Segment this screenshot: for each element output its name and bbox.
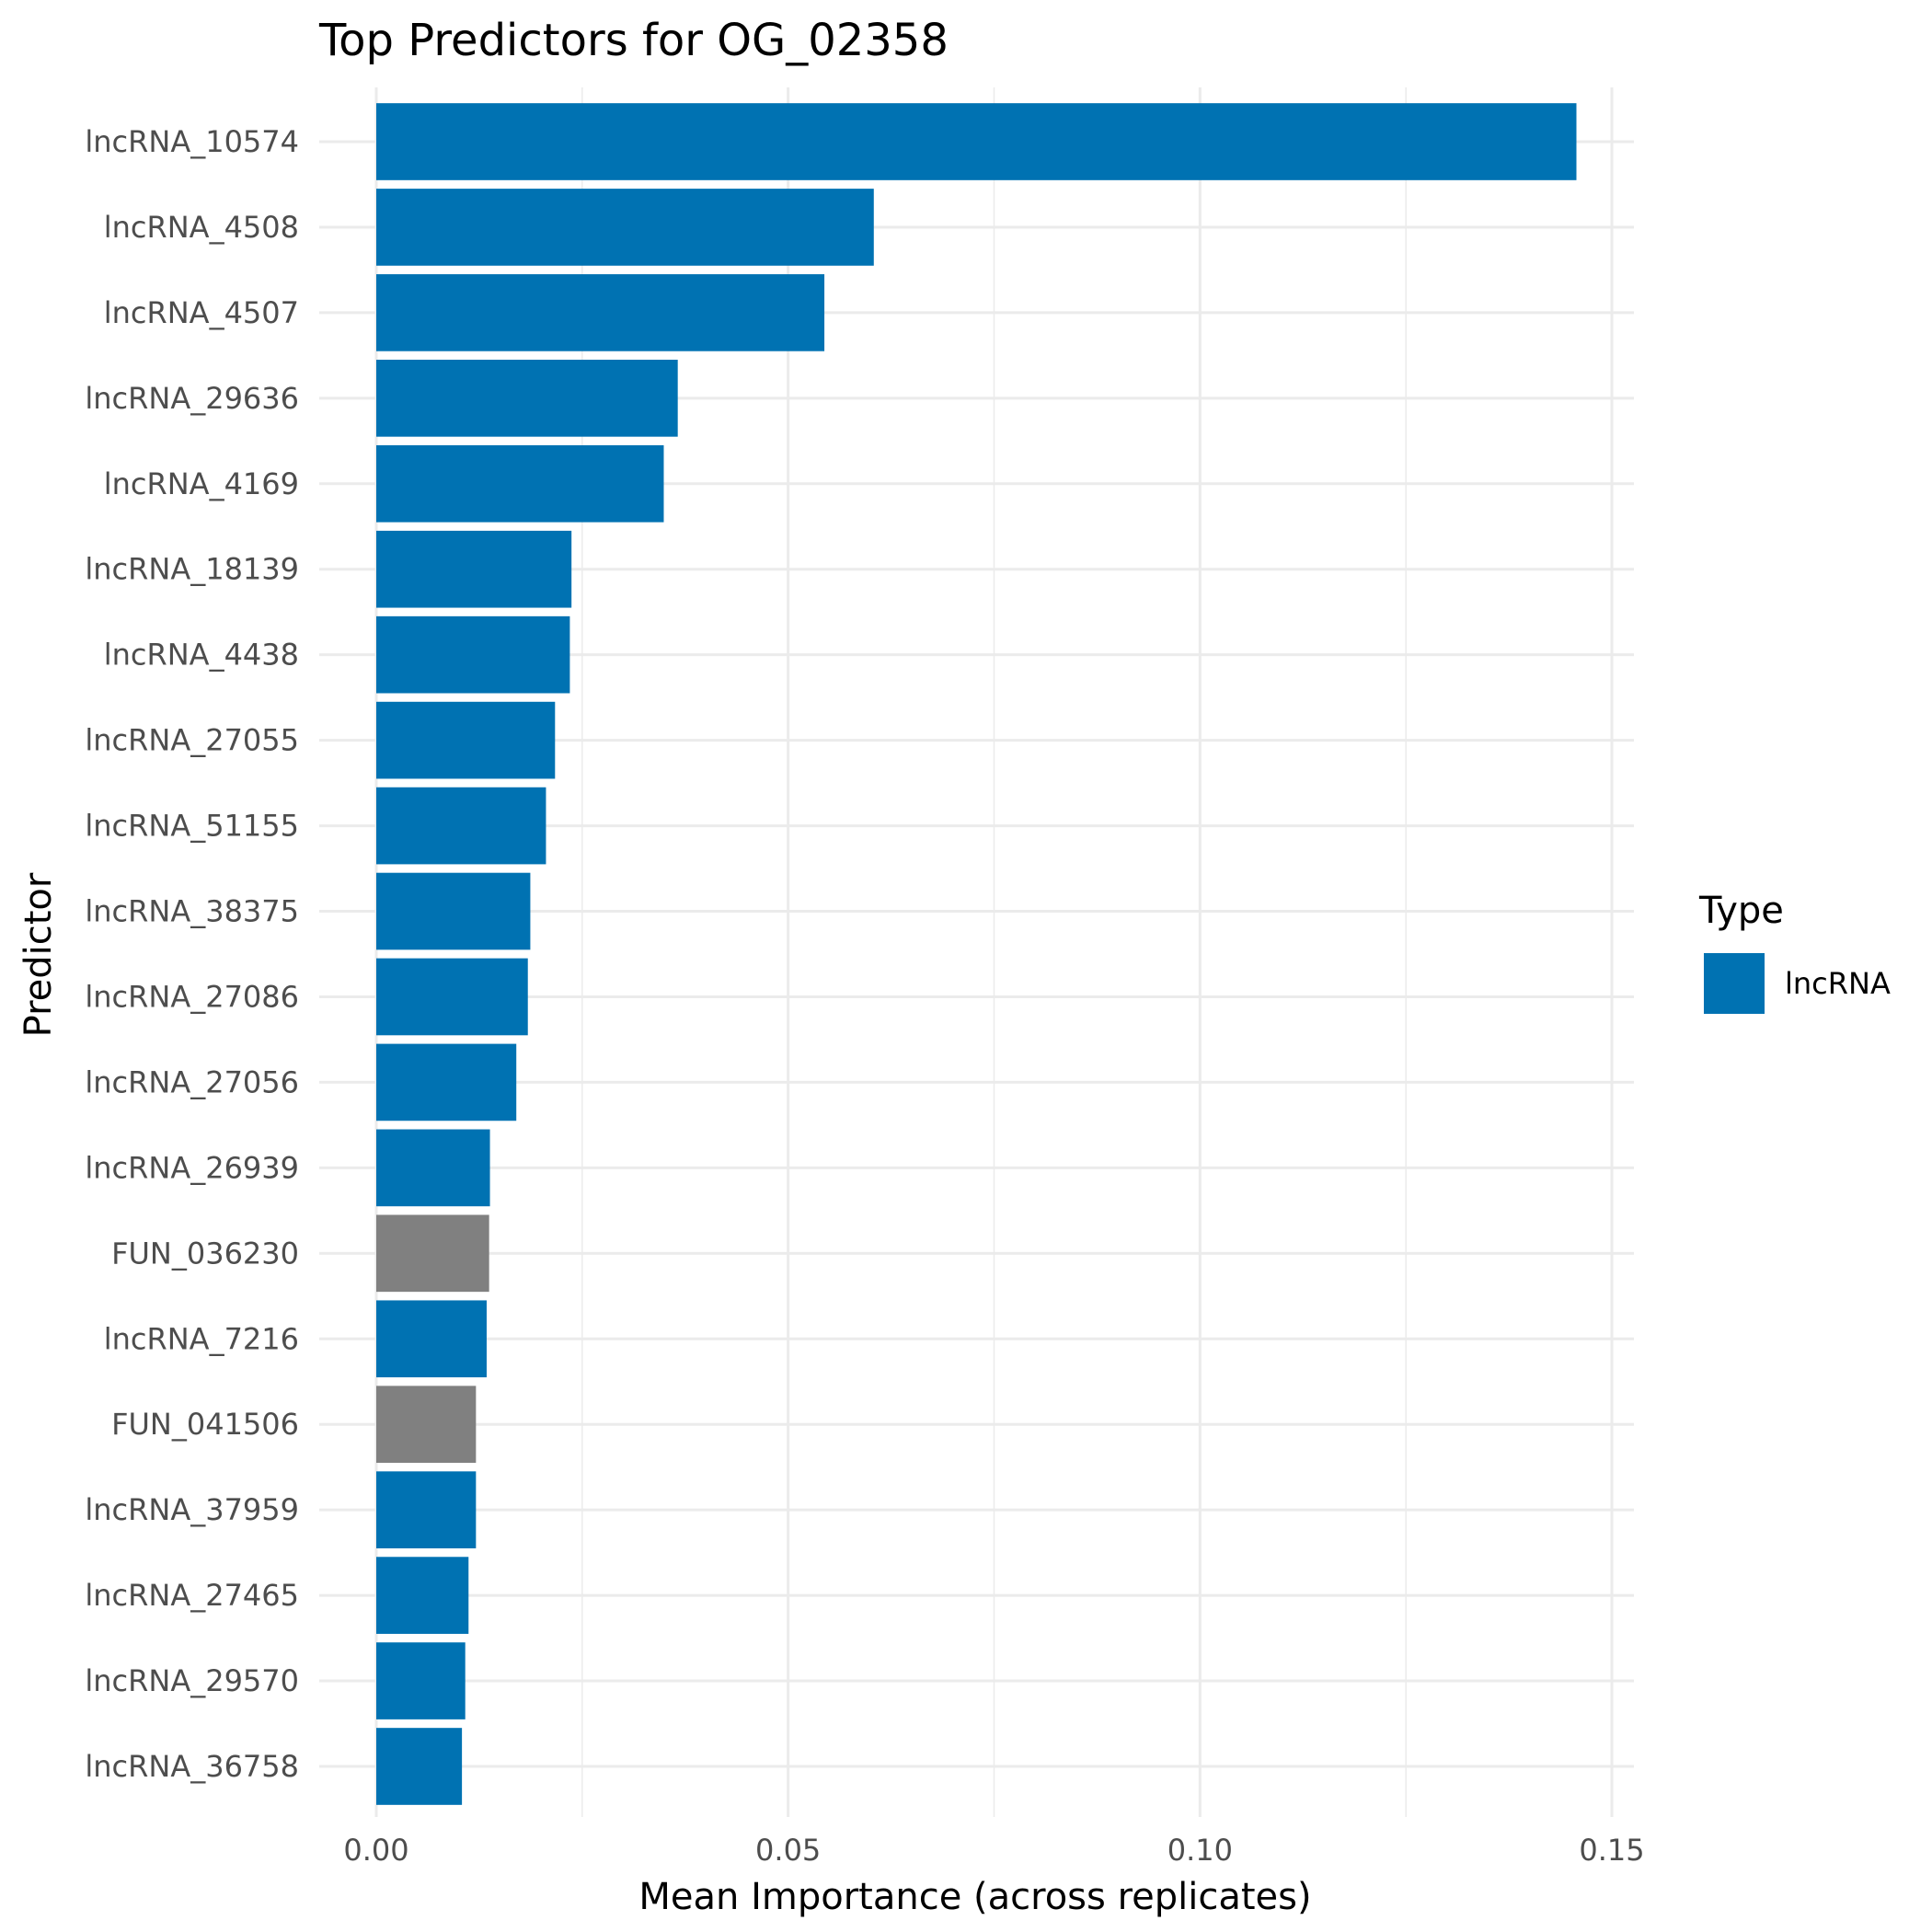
legend: Type lncRNA [1698, 890, 1891, 1014]
y-tick-label: lncRNA_29570 [85, 1663, 299, 1698]
bar-lncrna_27056 [376, 1043, 517, 1121]
bar-lncrna_10574 [376, 103, 1577, 180]
bar-lncrna_29636 [376, 360, 678, 437]
y-tick-label: lncRNA_4507 [104, 295, 299, 330]
y-tick-label: lncRNA_38375 [85, 894, 299, 929]
x-axis-title: Mean Importance (across replicates) [638, 1876, 1311, 1918]
bar-lncrna_4507 [376, 274, 825, 351]
y-tick-label: lncRNA_51155 [85, 809, 299, 844]
bar-lncrna_7216 [376, 1300, 487, 1378]
y-tick-label: lncRNA_27086 [85, 979, 299, 1014]
bar-lncrna_4508 [376, 189, 874, 266]
y-tick-label: lncRNA_27055 [85, 723, 299, 758]
y-tick-label: lncRNA_4169 [104, 466, 299, 501]
bar-lncrna_38375 [376, 872, 531, 950]
bar-lncrna_36758 [376, 1728, 463, 1805]
bars [376, 103, 1577, 1805]
bar-lncrna_27055 [376, 701, 556, 779]
y-tick-label: lncRNA_4508 [104, 210, 299, 245]
x-tick-label: 0.00 [343, 1833, 408, 1868]
y-axis-title: Predictor [17, 872, 60, 1037]
y-tick-label: FUN_041506 [111, 1407, 299, 1442]
bar-lncrna_26939 [376, 1129, 490, 1207]
legend-label-lncrna: lncRNA [1785, 966, 1891, 1001]
y-tick-label: lncRNA_4438 [104, 638, 299, 673]
y-tick-label: lncRNA_27056 [85, 1064, 299, 1099]
x-tick-label: 0.10 [1167, 1833, 1233, 1868]
y-tick-label: lncRNA_29636 [85, 381, 299, 416]
bar-lncrna_37959 [376, 1471, 477, 1548]
y-tick-label: lncRNA_18139 [85, 552, 299, 587]
x-tick-label: 0.15 [1579, 1833, 1644, 1868]
x-tick-label: 0.05 [755, 1833, 821, 1868]
y-tick-label: lncRNA_26939 [85, 1150, 299, 1185]
y-tick-label: lncRNA_37959 [85, 1492, 299, 1527]
bar-fun_041506 [376, 1386, 477, 1464]
bar-lncrna_4438 [376, 615, 570, 694]
y-tick-labels: lncRNA_10574 lncRNA_4508 lncRNA_4507 lncRNA… [85, 124, 299, 1784]
bar-fun_036230 [376, 1214, 489, 1293]
bar-lncrna_51155 [376, 787, 546, 865]
bar-lncrna_4169 [376, 444, 664, 523]
bar-lncrna_29570 [376, 1642, 466, 1719]
bar-lncrna_18139 [376, 530, 572, 608]
y-tick-label: lncRNA_27465 [85, 1578, 299, 1613]
bar-lncrna_27086 [376, 958, 528, 1036]
x-tick-labels: 0.00 0.05 0.10 0.15 [343, 1833, 1644, 1868]
y-tick-label: lncRNA_36758 [85, 1749, 299, 1784]
legend-key-lncrna [1704, 953, 1765, 1014]
chart-title: Top Predictors for OG_02358 [318, 15, 949, 66]
y-tick-label: FUN_036230 [111, 1236, 299, 1271]
legend-title: Type [1698, 890, 1784, 932]
bar-lncrna_27465 [376, 1557, 469, 1634]
y-tick-label: lncRNA_10574 [85, 124, 299, 159]
y-tick-label: lncRNA_7216 [104, 1321, 299, 1356]
